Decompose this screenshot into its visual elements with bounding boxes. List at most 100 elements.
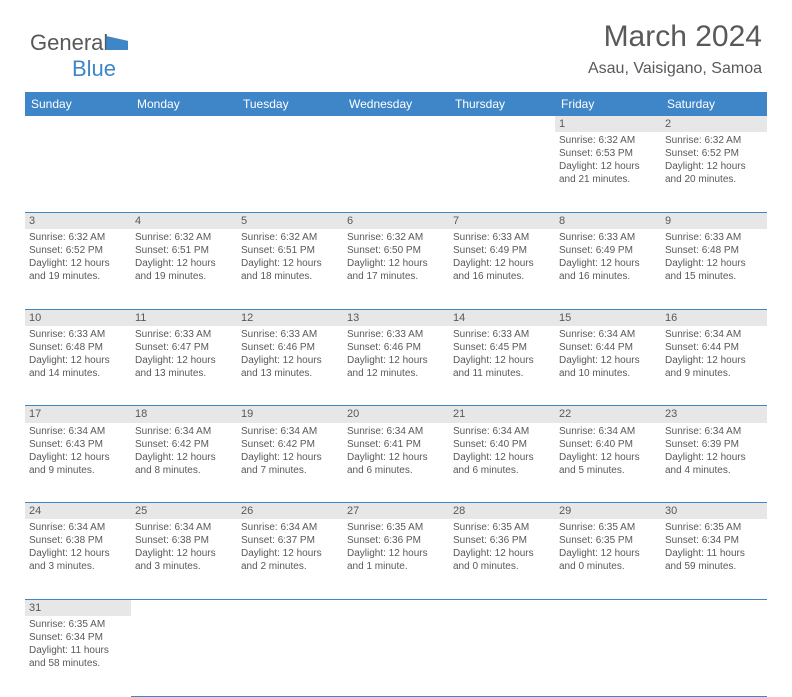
sunrise-text: Sunrise: 6:33 AM [135,328,233,341]
daylight-text: Daylight: 12 hours and 13 minutes. [135,354,233,380]
day-number-cell: 14 [449,309,555,326]
daylight-text: Daylight: 12 hours and 19 minutes. [135,257,233,283]
sunset-text: Sunset: 6:51 PM [135,244,233,257]
day-number-cell: 25 [131,503,237,520]
info-row: Sunrise: 6:32 AM Sunset: 6:52 PM Daylight:… [25,229,767,309]
day-number-cell [237,599,343,616]
sunrise-text: Sunrise: 6:35 AM [559,521,657,534]
day-number-cell: 28 [449,503,555,520]
sunset-text: Sunset: 6:40 PM [559,438,657,451]
sunrise-text: Sunrise: 6:34 AM [453,425,551,438]
info-row: Sunrise: 6:32 AMSunset: 6:53 PMDaylight:… [25,132,767,212]
daylight-text: Daylight: 12 hours and 18 minutes. [241,257,339,283]
sunset-text: Sunset: 6:50 PM [347,244,445,257]
sunset-text: Sunset: 6:53 PM [559,147,657,160]
day-info-cell: Sunrise: 6:34 AMSunset: 6:40 PMDaylight:… [555,423,661,503]
day-number-cell: 31 [25,599,131,616]
day-number-cell: 2 [661,116,767,132]
daylight-text: Daylight: 12 hours and 16 minutes. [453,257,551,283]
day-info-cell [449,132,555,212]
sunrise-text: Sunrise: 6:35 AM [665,521,763,534]
daynum-row: 24252627282930 [25,503,767,520]
day-info-cell: Sunrise: 6:35 AMSunset: 6:34 PMDaylight:… [25,616,131,696]
sunrise-text: Sunrise: 6:32 AM [241,231,339,244]
weekday-header: Monday [131,92,237,116]
day-number-cell: 15 [555,309,661,326]
day-number-cell [449,599,555,616]
day-info-cell [131,616,237,696]
sunrise-text: Sunrise: 6:34 AM [135,425,233,438]
sunrise-text: Sunrise: 6:34 AM [241,521,339,534]
calendar-table: Sunday Monday Tuesday Wednesday Thursday… [25,92,767,697]
day-info-cell [555,616,661,696]
daylight-text: Daylight: 12 hours and 1 minute. [347,547,445,573]
daynum-row: 3456789 [25,212,767,229]
day-number-cell: 27 [343,503,449,520]
sunrise-text: Sunrise: 6:32 AM [559,134,657,147]
sunrise-text: Sunrise: 6:34 AM [347,425,445,438]
day-number-cell: 1 [555,116,661,132]
day-info-cell: Sunrise: 6:32 AMSunset: 6:53 PMDaylight:… [555,132,661,212]
sunset-text: Sunset: 6:35 PM [559,534,657,547]
sunset-text: Sunset: 6:40 PM [453,438,551,451]
day-info-cell: Sunrise: 6:33 AMSunset: 6:49 PMDaylight:… [449,229,555,309]
location-text: Asau, Vaisigano, Samoa [30,60,762,78]
day-info-cell: Sunrise: 6:34 AMSunset: 6:44 PMDaylight:… [661,326,767,406]
sunset-text: Sunset: 6:48 PM [29,341,127,354]
sunset-text: Sunset: 6:38 PM [135,534,233,547]
sunrise-text: Sunrise: 6:34 AM [559,328,657,341]
day-number-cell: 4 [131,212,237,229]
weekday-header: Saturday [661,92,767,116]
daylight-text: Daylight: 12 hours and 6 minutes. [347,451,445,477]
daylight-text: Daylight: 12 hours and 13 minutes. [241,354,339,380]
daylight-text: Daylight: 12 hours and 4 minutes. [665,451,763,477]
sunrise-text: Sunrise: 6:34 AM [559,425,657,438]
day-number-cell: 19 [237,406,343,423]
day-number-cell: 3 [25,212,131,229]
day-info-cell: Sunrise: 6:33 AMSunset: 6:48 PMDaylight:… [25,326,131,406]
day-info-cell: Sunrise: 6:34 AMSunset: 6:38 PMDaylight:… [131,519,237,599]
day-info-cell [237,132,343,212]
logo-text-2: Blue [72,56,116,81]
sunset-text: Sunset: 6:48 PM [665,244,763,257]
day-number-cell [131,599,237,616]
day-info-cell: Sunrise: 6:33 AMSunset: 6:48 PMDaylight:… [661,229,767,309]
day-info-cell [343,132,449,212]
sunrise-text: Sunrise: 6:34 AM [29,425,127,438]
day-number-cell [343,116,449,132]
day-info-cell [25,132,131,212]
sunrise-text: Sunrise: 6:32 AM [347,231,445,244]
sunrise-text: Sunrise: 6:33 AM [241,328,339,341]
weekday-header: Sunday [25,92,131,116]
day-number-cell [661,599,767,616]
daylight-text: Daylight: 12 hours and 12 minutes. [347,354,445,380]
day-info-cell [661,616,767,696]
daylight-text: Daylight: 12 hours and 2 minutes. [241,547,339,573]
day-number-cell: 23 [661,406,767,423]
day-number-cell [25,116,131,132]
weekday-header: Tuesday [237,92,343,116]
sunset-text: Sunset: 6:52 PM [29,244,127,257]
day-number-cell: 29 [555,503,661,520]
sunrise-text: Sunrise: 6:34 AM [665,425,763,438]
sunset-text: Sunset: 6:38 PM [29,534,127,547]
day-number-cell: 26 [237,503,343,520]
sunset-text: Sunset: 6:42 PM [135,438,233,451]
daynum-row: 17181920212223 [25,406,767,423]
day-info-cell: Sunrise: 6:32 AMSunset: 6:52 PMDaylight:… [661,132,767,212]
day-number-cell: 20 [343,406,449,423]
day-number-cell: 12 [237,309,343,326]
daylight-text: Daylight: 12 hours and 7 minutes. [241,451,339,477]
info-row: Sunrise: 6:33 AM Sunset: 6:48 PM Daylight:… [25,326,767,406]
sunset-text: Sunset: 6:39 PM [665,438,763,451]
sunrise-text: Sunrise: 6:34 AM [29,521,127,534]
day-info-cell: Sunrise: 6:33 AMSunset: 6:49 PMDaylight:… [555,229,661,309]
daynum-row: 31 [25,599,767,616]
sunset-text: Sunset: 6:52 PM [665,147,763,160]
sunset-text: Sunset: 6:42 PM [241,438,339,451]
logo-flag-icon [106,36,128,50]
day-number-cell: 18 [131,406,237,423]
sunset-text: Sunset: 6:43 PM [29,438,127,451]
day-info-cell: Sunrise: 6:35 AMSunset: 6:35 PMDaylight:… [555,519,661,599]
day-info-cell: Sunrise: 6:32 AMSunset: 6:51 PMDaylight:… [237,229,343,309]
